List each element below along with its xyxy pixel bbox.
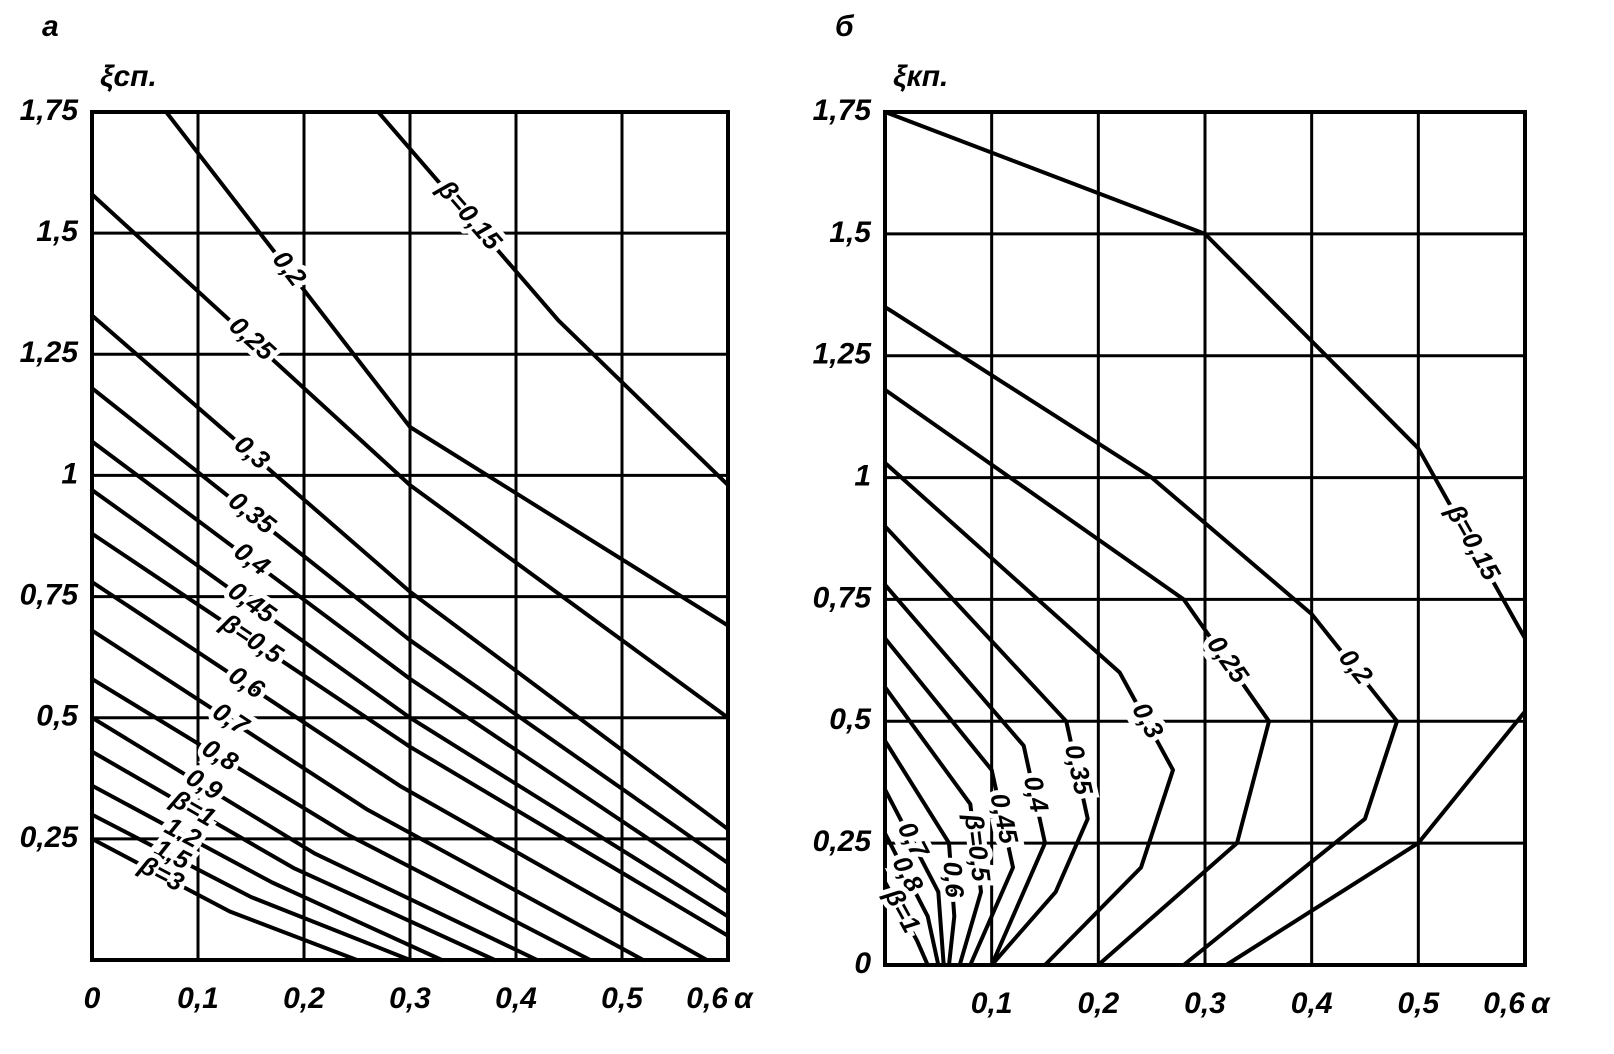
contour-line (90, 488, 730, 919)
contour-line (883, 110, 1527, 967)
contour-line (90, 439, 730, 895)
x-tick-label: 0,3 (1184, 987, 1226, 1020)
y-tick-label: 1 (61, 457, 78, 490)
contour-line (883, 787, 946, 967)
curve-label: 0,6 (938, 860, 971, 899)
curve-label: 0,3 (1126, 697, 1170, 744)
plot-frame (883, 110, 1527, 967)
contour-line (90, 192, 730, 720)
curve-label: 0,35 (1059, 742, 1099, 798)
contour-line (90, 783, 444, 962)
contour-line (883, 831, 941, 967)
contour-line (883, 524, 1090, 967)
contour-line (883, 305, 1399, 967)
x-tick-label: 0,1 (971, 987, 1013, 1020)
y-axis-label: ξсп. (100, 60, 157, 93)
y-tick-label: 1 (854, 459, 871, 492)
contour-line (90, 531, 730, 938)
x-tick-label: 0 (84, 982, 101, 1015)
x-tick-label: 0,5 (601, 982, 644, 1015)
y-tick-label: 0,5 (36, 700, 79, 733)
contour-line (883, 460, 1175, 967)
curve-label: β=0,15 (431, 173, 508, 256)
x-tick-label: 0,1 (177, 982, 219, 1015)
x-axis-label: α (734, 982, 754, 1015)
curve-label: 0,4 (1018, 773, 1055, 815)
y-tick-label: 0 (854, 947, 871, 980)
y-tick-label: 1,5 (36, 215, 79, 248)
y-tick-label: 1,25 (20, 336, 80, 369)
x-tick-label: 0,5 (1397, 987, 1440, 1020)
contour-line (90, 749, 497, 962)
x-tick-label: 0,4 (495, 982, 537, 1015)
x-tick-label: 0,4 (1291, 987, 1333, 1020)
panel-letter: а (42, 10, 59, 43)
contour-line (90, 836, 359, 962)
y-tick-label: 0,25 (813, 825, 873, 858)
y-tick-label: 0,75 (813, 581, 873, 614)
contour-line (883, 738, 957, 967)
panel-letter: б (835, 10, 855, 43)
contour-line (883, 880, 930, 967)
contour-line (90, 628, 646, 962)
panel: а ξсп. α 0 0,1 0,2 0,3 0,4 0,5 0,6 0,25 0,5 0,75 1 1,2… (20, 10, 754, 1015)
panel: б ξкп. α 0,1 0,2 0,3 0,4 0,5 0,6 0 0,25 0,5 0,75 1 1,2… (813, 10, 1551, 1020)
contour-line (376, 110, 730, 488)
contour-line (883, 685, 983, 967)
curve-label: β=0,15 (1440, 498, 1507, 585)
contour-line (883, 387, 1271, 967)
y-tick-label: 1,75 (813, 94, 873, 127)
contour-line (90, 580, 709, 962)
contour-line (90, 715, 540, 962)
contour-line (90, 386, 730, 866)
x-axis-label: α (1531, 987, 1551, 1020)
y-tick-label: 1,75 (20, 94, 80, 127)
x-tick-label: 0,3 (389, 982, 431, 1015)
x-tick-label: 0,6 (1483, 987, 1525, 1020)
y-tick-label: 1,5 (829, 216, 872, 249)
contour-line (90, 313, 730, 832)
y-tick-label: 1,25 (813, 338, 873, 371)
y-tick-label: 0,5 (829, 703, 872, 736)
x-tick-label: 0,2 (1077, 987, 1119, 1020)
contour-line (883, 582, 1047, 967)
y-tick-label: 0,25 (20, 821, 80, 854)
y-tick-label: 0,75 (20, 578, 80, 611)
x-tick-label: 0,6 (686, 982, 728, 1015)
y-axis-label: ξкп. (893, 60, 948, 93)
x-tick-label: 0,2 (283, 982, 325, 1015)
contour-line (90, 812, 412, 962)
contour-line (164, 110, 730, 628)
contour-line (883, 636, 1015, 967)
contour-line (90, 676, 593, 962)
